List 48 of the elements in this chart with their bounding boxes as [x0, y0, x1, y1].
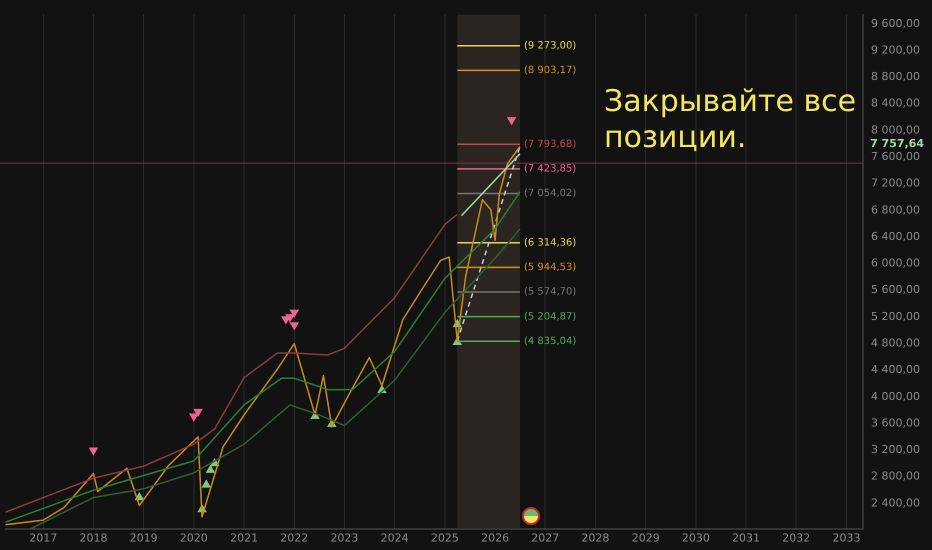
series-label: (7 423,85)	[524, 163, 576, 174]
y-tick-label: 6 400,00	[871, 230, 920, 243]
y-tick-label: 7 600,00	[871, 150, 920, 163]
x-tick-label: 2018	[79, 531, 108, 544]
y-tick-label: 6 800,00	[871, 203, 920, 216]
y-tick-label: 4 000,00	[871, 390, 920, 403]
y-tick-label: 8 400,00	[871, 96, 920, 110]
series-label: (7 054,02)	[524, 188, 576, 200]
y-tick-label: 9 600,00	[871, 16, 920, 30]
series-label: (9 273,00)	[524, 40, 576, 52]
series-label: (6 314,36)	[524, 237, 576, 248]
y-tick-label: 9 200,00	[871, 43, 920, 56]
series-label: (5 574,70)	[524, 286, 576, 298]
series-label: (5 204,87)	[524, 311, 576, 322]
x-tick-label: 2022	[280, 531, 308, 544]
y-tick-label: 4 400,00	[871, 363, 920, 376]
x-tick-label: 2020	[180, 531, 208, 544]
y-tick-label: 5 200,00	[871, 310, 920, 323]
series-label: (8 903,17)	[524, 64, 576, 76]
x-tick-label: 2025	[430, 531, 459, 544]
x-tick-label: 2033	[832, 531, 861, 544]
y-tick-label: 6 000,00	[871, 256, 920, 270]
x-tick-label: 2027	[531, 531, 560, 544]
x-tick-label: 2017	[29, 531, 58, 544]
y-tick-label: 3 200,00	[871, 443, 920, 456]
series-label: (5 944,53)	[524, 262, 576, 273]
x-tick-label: 2024	[380, 531, 409, 544]
x-tick-label: 2021	[230, 531, 258, 544]
y-tick-label: 4 800,00	[871, 336, 920, 350]
x-tick-label: 2030	[682, 531, 710, 544]
x-tick-label: 2031	[732, 531, 760, 544]
x-tick-label: 2028	[581, 531, 610, 544]
series-label: (4 835,04)	[524, 336, 576, 347]
x-tick-label: 2026	[481, 531, 510, 544]
annotation: Закрывайте все позиции.	[604, 84, 858, 156]
x-tick-label: 2023	[330, 531, 358, 544]
text: 7 757,64	[870, 137, 924, 150]
series-label: (7 793,68)	[524, 138, 576, 150]
x-tick-label: 2032	[782, 531, 810, 544]
y-tick-label: 7 200,00	[871, 176, 920, 190]
y-tick-label: 2 800,00	[871, 470, 920, 483]
y-tick-label: 5 600,00	[871, 283, 920, 296]
y-tick-label: 3 600,00	[871, 416, 920, 430]
x-tick-label: 2019	[130, 531, 158, 544]
y-tick-label: 2 400,00	[871, 496, 920, 510]
y-tick-label: 8 000,00	[871, 123, 920, 136]
y-tick-label: 8 800,00	[871, 70, 920, 84]
x-tick-label: 2029	[632, 531, 660, 544]
